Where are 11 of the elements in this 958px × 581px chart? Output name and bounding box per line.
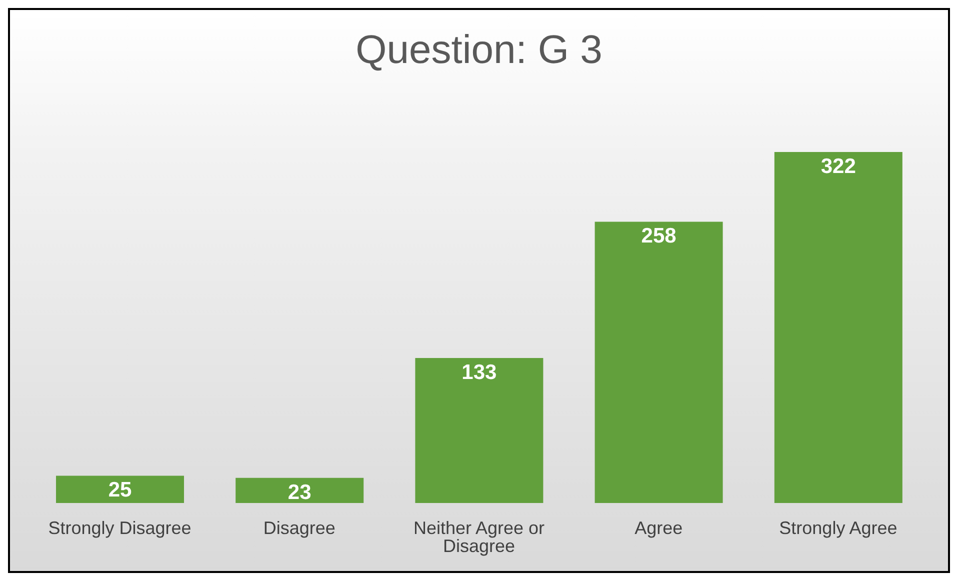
data-label: 133 [462,360,497,384]
x-tick-label: Strongly Agree [779,518,898,538]
data-label: 258 [641,224,677,248]
x-tick-label: Strongly Disagree [48,518,192,538]
data-label: 322 [820,154,856,178]
x-tick-label: Disagree [263,518,336,538]
x-tick-label: Neither Agree or Disagree [413,518,545,556]
x-tick-label: Agree [634,518,683,538]
chart-title: Question: G 3 [354,28,604,73]
data-label: 25 [108,478,132,502]
data-label: 23 [288,480,312,504]
